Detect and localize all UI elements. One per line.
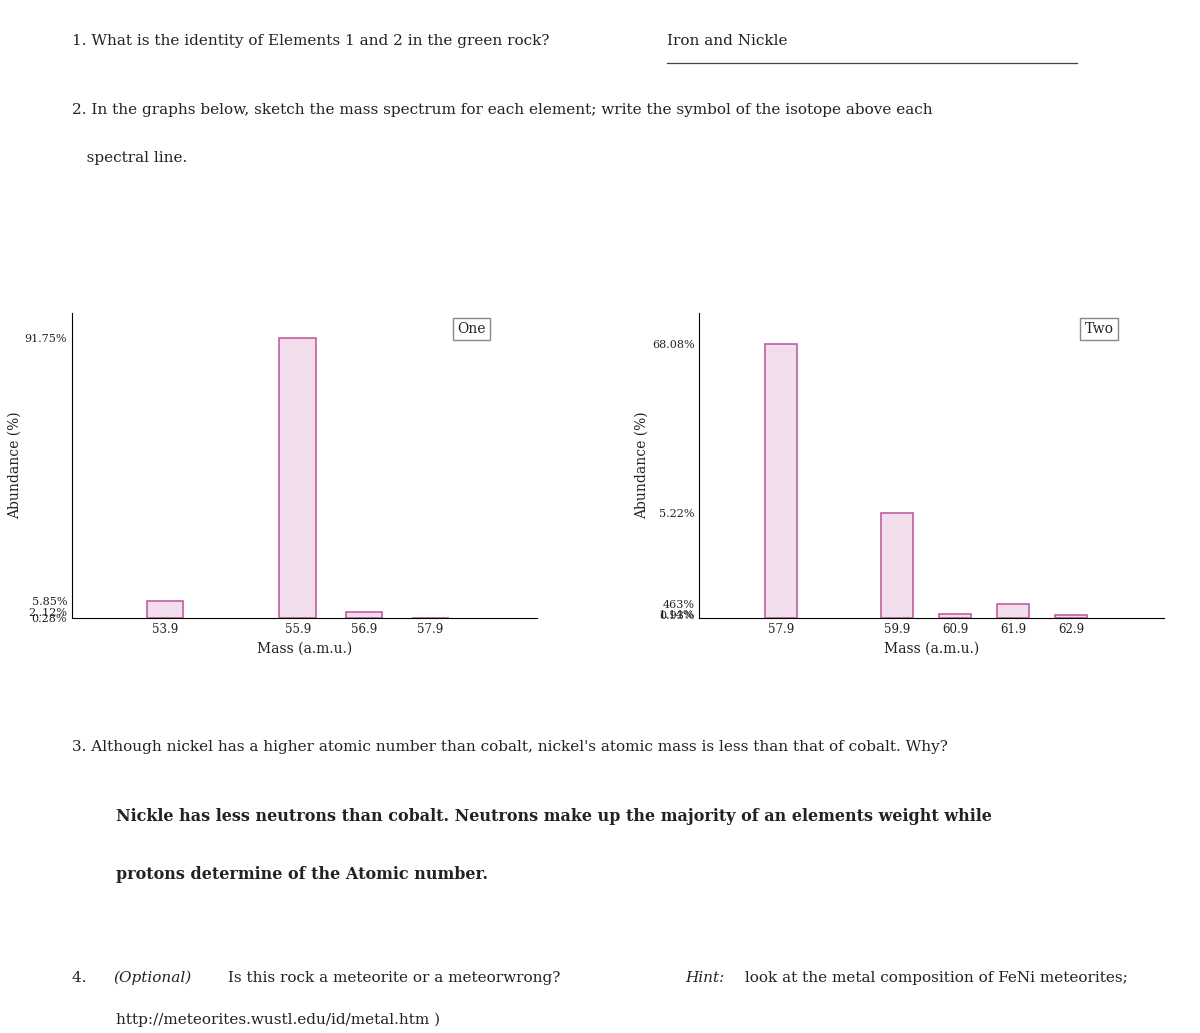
Text: 2. In the graphs below, sketch the mass spectrum for each element; write the sym: 2. In the graphs below, sketch the mass …: [72, 103, 932, 117]
Bar: [938, 614, 971, 619]
Text: Hint:: Hint:: [685, 971, 725, 984]
Bar: [1055, 615, 1087, 619]
X-axis label: Mass (a.m.u.): Mass (a.m.u.): [257, 641, 352, 656]
Text: protons determine of the Atomic number.: protons determine of the Atomic number.: [115, 866, 487, 882]
Bar: [764, 344, 797, 619]
Bar: [280, 338, 316, 619]
Text: 4.: 4.: [72, 971, 96, 984]
Text: look at the metal composition of FeNi meteorites;: look at the metal composition of FeNi me…: [740, 971, 1128, 984]
Bar: [146, 600, 184, 619]
Bar: [997, 604, 1028, 619]
Text: http://meteorites.wustl.edu/id/metal.htm ): http://meteorites.wustl.edu/id/metal.htm…: [115, 1012, 440, 1027]
Y-axis label: Abundance (%): Abundance (%): [8, 412, 22, 520]
Text: Two: Two: [1085, 321, 1114, 336]
Text: spectral line.: spectral line.: [72, 151, 187, 165]
Text: 1. What is the identity of Elements 1 and 2 in the green rock?: 1. What is the identity of Elements 1 an…: [72, 34, 550, 49]
Text: One: One: [457, 321, 486, 336]
Bar: [346, 612, 383, 619]
Text: (Optional): (Optional): [114, 971, 192, 984]
Text: Nickle has less neutrons than cobalt. Neutrons make up the majority of an elemen: Nickle has less neutrons than cobalt. Ne…: [115, 808, 991, 825]
Bar: [881, 513, 913, 619]
Y-axis label: Abundance (%): Abundance (%): [635, 412, 649, 520]
Text: 3. Although nickel has a higher atomic number than cobalt, nickel's atomic mass : 3. Although nickel has a higher atomic n…: [72, 740, 948, 754]
X-axis label: Mass (a.m.u.): Mass (a.m.u.): [884, 641, 979, 656]
Text: Iron and Nickle: Iron and Nickle: [667, 34, 787, 49]
Text: Is this rock a meteorite or a meteorwrong?: Is this rock a meteorite or a meteorwron…: [223, 971, 560, 984]
